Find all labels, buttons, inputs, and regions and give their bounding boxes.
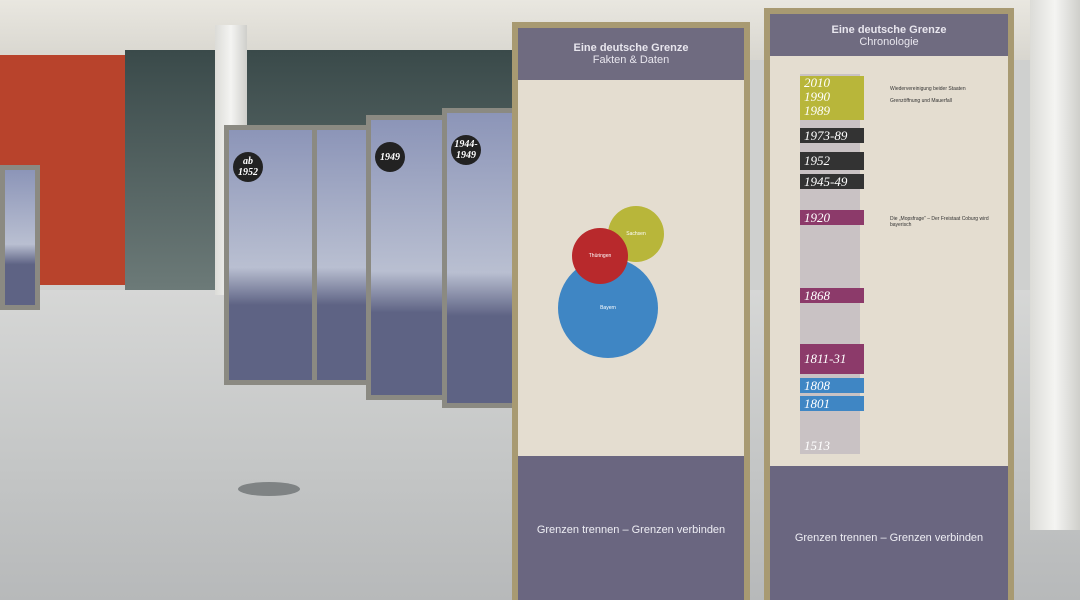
chronology-panel: Eine deutsche Grenze Chronologie 2010 1990… [764, 8, 1014, 600]
panel-subtitle: Fakten & Daten [592, 54, 670, 66]
floor-drain [238, 482, 300, 496]
year-label: 1811-31 [800, 344, 864, 374]
event-label: Grenzöffnung und Mauerfall [890, 98, 952, 104]
year-group: 2010 1990 1989 [800, 76, 864, 120]
year-label: 1513 [804, 438, 830, 453]
panel-title: Eine deutsche Grenze [573, 42, 689, 54]
panel-subtitle: Chronologie [859, 36, 919, 48]
year-label: 1868 [800, 288, 864, 303]
panel-footer [770, 466, 1008, 600]
circle-thueringen: Thüringen [572, 228, 628, 284]
year-label: 1801 [800, 396, 864, 411]
side-panel [0, 165, 40, 310]
year-label: 1945-49 [800, 174, 864, 189]
year-label: 1973-89 [800, 128, 864, 143]
facts-panel: Eine deutsche Grenze Fakten & Daten Sachs… [512, 22, 750, 600]
exhibit-panel [312, 125, 374, 385]
slogan: Grenzen trennen – Grenzen verbinden [536, 524, 726, 536]
year-badge: ab 1952 [233, 152, 263, 182]
panel-footer [518, 456, 744, 600]
slogan: Grenzen trennen – Grenzen verbinden [794, 532, 984, 544]
year-badge: 1944-1949 [451, 135, 481, 165]
year-label: 1920 [800, 210, 864, 225]
panel-title: Eine deutsche Grenze [831, 24, 947, 36]
exhibit-panel: ab 1952 [224, 125, 322, 385]
year-label: 1808 [800, 378, 864, 393]
year-label: 1952 [800, 152, 864, 170]
pillar [1030, 0, 1080, 530]
exhibit-panel: 1949 [366, 115, 450, 400]
event-label: Wiedervereinigung beider Staaten [890, 86, 966, 92]
event-label: Die „Mopsfrage“ – Der Freistaat Coburg w… [890, 216, 989, 228]
year-badge: 1949 [375, 142, 405, 172]
